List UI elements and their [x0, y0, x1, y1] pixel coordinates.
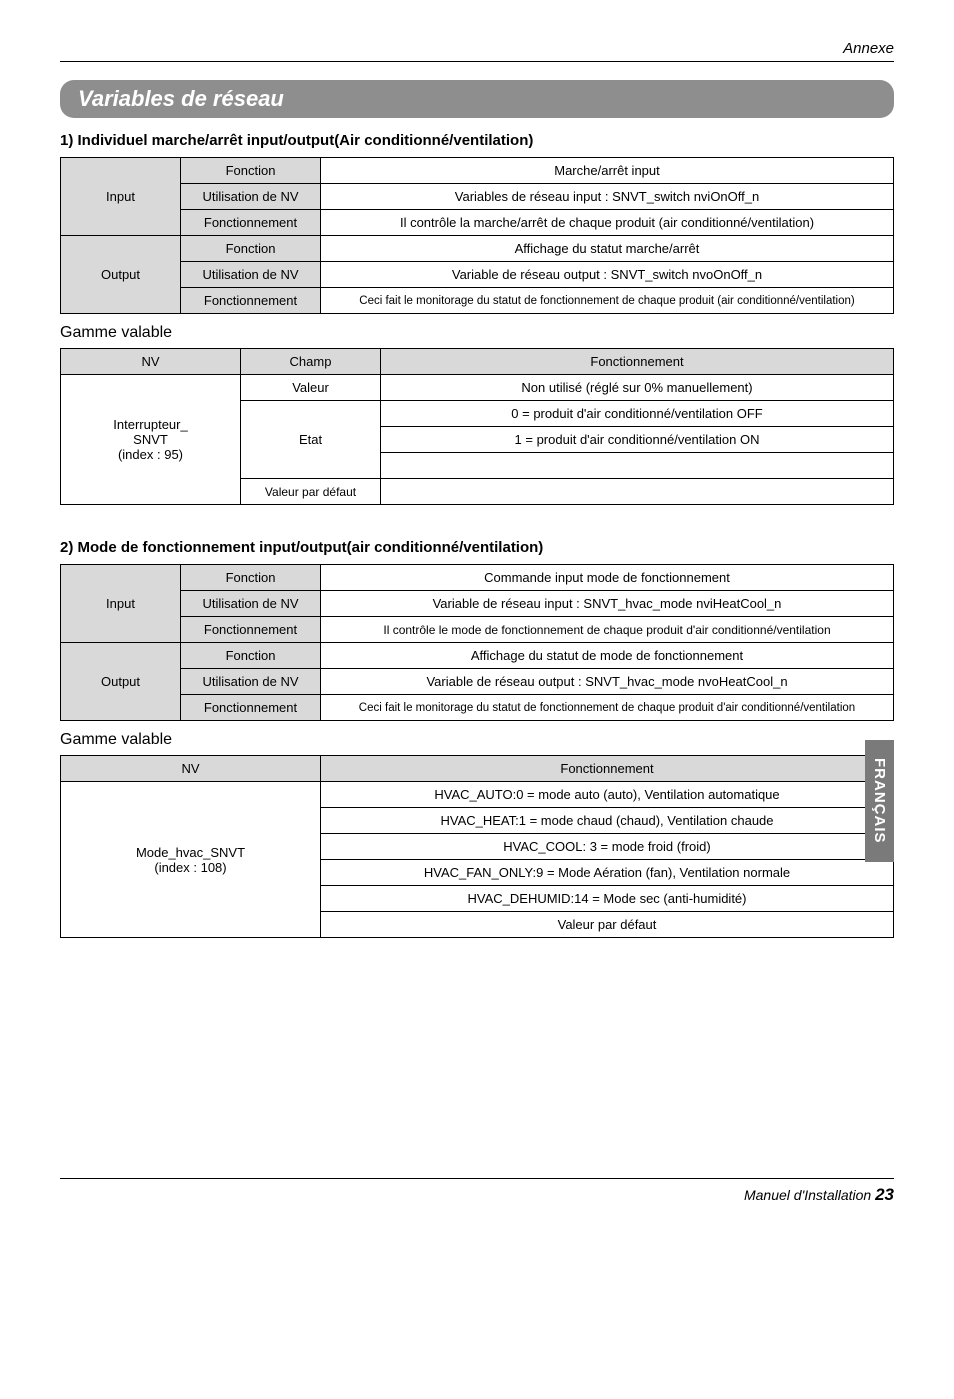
gamme-hdr-champ: Champ [241, 349, 381, 375]
gamme-champ-etat: Etat [241, 401, 381, 479]
io-col-fct: Fonctionnement [181, 288, 321, 314]
footer-page-number: 23 [875, 1185, 894, 1204]
page-header: Annexe [60, 40, 894, 62]
io-col-util: Utilisation de NV [181, 591, 321, 617]
main-title: Variables de réseau [60, 80, 894, 118]
io-col-fct: Fonctionnement [181, 210, 321, 236]
section2-io-table: Input Fonction Commande input mode de fo… [60, 564, 894, 721]
gamme2-row: HVAC_COOL: 3 = mode froid (froid) [321, 834, 894, 860]
io-group-output: Output [61, 643, 181, 721]
gamme-champ-defaut: Valeur par défaut [241, 479, 381, 505]
io-fct-value: Il contrôle la marche/arrêt de chaque pr… [321, 210, 894, 236]
io-util-value: Variable de réseau input : SNVT_hvac_mod… [321, 591, 894, 617]
io-col-util: Utilisation de NV [181, 262, 321, 288]
gamme-etat-blank [381, 453, 894, 479]
gamme-nv-label: Interrupteur_ SNVT (index : 95) [61, 375, 241, 505]
io-fct-value: Il contrôle le mode de fonctionnement de… [321, 617, 894, 643]
io-col-fonction: Fonction [181, 236, 321, 262]
io-col-util: Utilisation de NV [181, 184, 321, 210]
gamme2-row: HVAC_DEHUMID:14 = Mode sec (anti-humidit… [321, 886, 894, 912]
gamme2-hdr-nv: NV [61, 756, 321, 782]
section1-gamme-table: NV Champ Fonctionnement Interrupteur_ SN… [60, 348, 894, 505]
io-fonction-value: Marche/arrêt input [321, 158, 894, 184]
gamme2-row: Valeur par défaut [321, 912, 894, 938]
gamme-etat0: 0 = produit d'air conditionné/ventilatio… [381, 401, 894, 427]
io-util-value: Variables de réseau input : SNVT_switch … [321, 184, 894, 210]
gamme-hdr-fct: Fonctionnement [381, 349, 894, 375]
gamme-etat1: 1 = produit d'air conditionné/ventilatio… [381, 427, 894, 453]
io-fonction-value: Affichage du statut de mode de fonctionn… [321, 643, 894, 669]
gamme-fct-valeur: Non utilisé (réglé sur 0% manuellement) [381, 375, 894, 401]
io-col-fct: Fonctionnement [181, 617, 321, 643]
section2-gamme-table: NV Fonctionnement Mode_hvac_SNVT (index … [60, 755, 894, 938]
io-col-fonction: Fonction [181, 565, 321, 591]
io-fct-value: Ceci fait le monitorage du statut de fon… [321, 288, 894, 314]
gamme-hdr-nv: NV [61, 349, 241, 375]
io-group-output: Output [61, 236, 181, 314]
gamme-champ-valeur: Valeur [241, 375, 381, 401]
io-group-input: Input [61, 565, 181, 643]
section1-title: 1) Individuel marche/arrêt input/output(… [60, 132, 894, 149]
io-fonction-value: Affichage du statut marche/arrêt [321, 236, 894, 262]
io-fonction-value: Commande input mode de fonctionnement [321, 565, 894, 591]
section1-gamme-title: Gamme valable [60, 324, 894, 342]
footer-manual: Manuel d'Installation [744, 1187, 871, 1203]
gamme2-nv-label: Mode_hvac_SNVT (index : 108) [61, 782, 321, 938]
io-col-fonction: Fonction [181, 643, 321, 669]
gamme-fct-defaut [381, 479, 894, 505]
section2-title: 2) Mode de fonctionnement input/output(a… [60, 539, 894, 556]
page-footer: Manuel d'Installation 23 [60, 1178, 894, 1205]
io-col-fct: Fonctionnement [181, 695, 321, 721]
io-group-input: Input [61, 158, 181, 236]
gamme2-row: HVAC_FAN_ONLY:9 = Mode Aération (fan), V… [321, 860, 894, 886]
gamme2-row: HVAC_HEAT:1 = mode chaud (chaud), Ventil… [321, 808, 894, 834]
section1-io-table: Input Fonction Marche/arrêt input Utilis… [60, 157, 894, 314]
io-util-value: Variable de réseau output : SNVT_hvac_mo… [321, 669, 894, 695]
io-col-util: Utilisation de NV [181, 669, 321, 695]
io-fct-value: Ceci fait le monitorage du statut de fon… [321, 695, 894, 721]
header-annexe: Annexe [843, 40, 894, 57]
io-util-value: Variable de réseau output : SNVT_switch … [321, 262, 894, 288]
gamme2-row: HVAC_AUTO:0 = mode auto (auto), Ventilat… [321, 782, 894, 808]
language-side-tab: FRANÇAIS [865, 740, 894, 862]
section2-gamme-title: Gamme valable [60, 731, 894, 749]
gamme2-hdr-fct: Fonctionnement [321, 756, 894, 782]
io-col-fonction: Fonction [181, 158, 321, 184]
